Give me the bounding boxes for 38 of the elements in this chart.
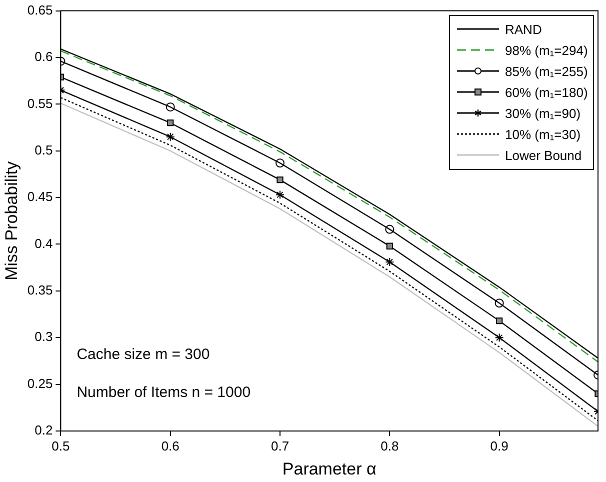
x-tick-label: 0.8 bbox=[380, 438, 399, 454]
point bbox=[385, 257, 394, 266]
y-tick-label: 0.2 bbox=[34, 422, 53, 438]
legend-label: 85% (m₁=255) bbox=[505, 64, 588, 79]
y-tick-label: 0.25 bbox=[27, 376, 53, 391]
point bbox=[386, 242, 393, 250]
y-tick-label: 0.45 bbox=[27, 189, 53, 204]
legend-label: 10% (m₁=30) bbox=[505, 126, 581, 142]
point bbox=[276, 158, 285, 168]
x-tick-label: 0.9 bbox=[490, 438, 508, 454]
y-tick-label: 0.4 bbox=[34, 236, 53, 251]
y-tick-label: 0.65 bbox=[27, 2, 53, 18]
y-tick-label: 0.55 bbox=[27, 96, 53, 111]
legend-label: Lower Bound bbox=[505, 148, 582, 163]
y-tick-label: 0.5 bbox=[34, 142, 53, 158]
point bbox=[166, 132, 175, 142]
annotation: Cache size m = 300 bbox=[76, 346, 210, 364]
y-tick-label: 0.3 bbox=[34, 329, 53, 344]
x-tick-label: 0.7 bbox=[270, 438, 290, 454]
legend-label: 60% (m₁=180) bbox=[505, 84, 588, 100]
point bbox=[494, 298, 504, 308]
x-axis-title: Parameter α bbox=[282, 459, 376, 478]
y-tick-label: 0.6 bbox=[34, 49, 53, 64]
legend-label: RAND bbox=[505, 22, 542, 37]
point bbox=[167, 120, 174, 126]
x-tick-label: 0.5 bbox=[52, 438, 70, 454]
legend-label: 98% (m₁=294) bbox=[505, 42, 588, 58]
point bbox=[166, 102, 175, 112]
y-tick-label: 0.35 bbox=[27, 282, 53, 298]
point bbox=[276, 176, 284, 184]
point bbox=[385, 224, 394, 234]
point bbox=[494, 333, 504, 342]
point bbox=[496, 317, 503, 324]
y-axis-title: Miss Probability bbox=[2, 160, 21, 280]
legend-label: 30% (m₁=90) bbox=[505, 106, 581, 121]
point bbox=[276, 190, 285, 200]
annotation: Number of Items n = 1000 bbox=[76, 384, 251, 402]
x-tick-label: 0.6 bbox=[161, 438, 180, 454]
